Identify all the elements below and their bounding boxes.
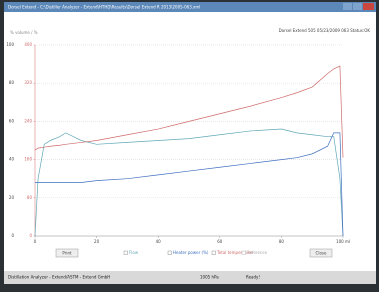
page: Dorsel Extend - C:\Distiller Analyzer - … (0, 0, 379, 288)
y-tick-label: 80 (9, 80, 15, 85)
x-tick-label: 20 (94, 239, 100, 244)
y2-tick-label: 400 (24, 42, 32, 47)
y2-tick-label: 160 (24, 157, 32, 162)
axis-title: % volume / % (10, 30, 38, 35)
window-title: Dorsel Extend - C:\Distiller Analyzer - … (8, 5, 200, 10)
maximize-button[interactable] (353, 3, 362, 10)
print-label: Print (62, 251, 72, 256)
y2-tick-label: 320 (24, 80, 32, 85)
checkbox[interactable] (212, 251, 216, 255)
window (4, 2, 376, 284)
x-tick-label: 40 (156, 239, 162, 244)
y-tick-label: 20 (9, 195, 15, 200)
minimize-button[interactable] (343, 3, 352, 10)
y-tick-label: 60 (9, 118, 15, 123)
status-pressure: 1005 hPa (200, 275, 219, 280)
y-tick-label: 40 (9, 157, 15, 162)
checkbox[interactable] (124, 251, 128, 255)
close-label: Close (316, 251, 327, 256)
screen: Dorsel Extend - C:\Distiller Analyzer - … (0, 0, 379, 288)
x-tick-label: 100 ml (336, 239, 350, 244)
x-tick-label: 0 (34, 239, 37, 244)
y-tick-label: 100 (6, 42, 14, 47)
y2-tick-label: 80 (27, 195, 33, 200)
header-info: Dorsel Extend 505 05/23/2009 063 Status:… (279, 28, 371, 33)
close-window-button[interactable] (363, 3, 374, 10)
y2-tick-label: 240 (24, 118, 32, 123)
legend-label: Flow (129, 250, 139, 255)
legend-label: Heater power (%) (173, 250, 209, 255)
x-tick-label: 60 (217, 239, 223, 244)
checkbox[interactable] (242, 251, 246, 255)
status-state: Ready! (246, 275, 260, 280)
status-text: Distillation Analyzer - Extend/ASTM - Ex… (8, 275, 110, 280)
x-tick-label: 80 (279, 239, 285, 244)
checkbox[interactable] (168, 251, 172, 255)
reference-label: Reference (247, 250, 268, 255)
